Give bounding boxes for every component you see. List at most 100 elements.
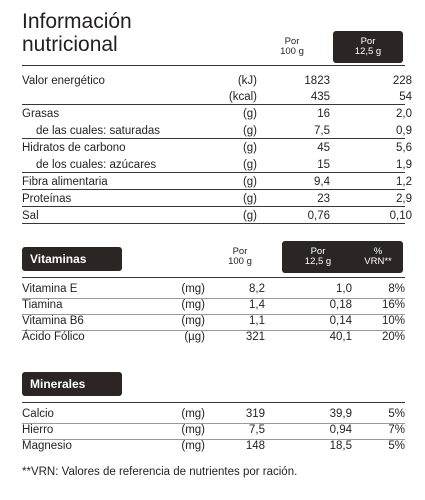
row-label: Vitamina E <box>22 283 78 295</box>
row-per100: 435 <box>310 91 330 103</box>
row-serving: 2,0 <box>396 108 412 120</box>
row-unit: (mg) <box>181 440 205 452</box>
divider <box>22 423 405 424</box>
row-serving: 0,94 <box>329 424 352 436</box>
table-row: (kcal) 435 54 <box>22 89 412 106</box>
row-label: de las cuales: saturadas <box>36 125 161 137</box>
row-serving: 5,6 <box>396 142 412 154</box>
row-serving: 0,9 <box>396 125 412 137</box>
row-vrn: 5% <box>388 408 405 420</box>
row-unit: (g) <box>242 142 257 154</box>
table-row: Magnesio (mg) 148 18,5 5% <box>22 438 405 455</box>
row-label: Grasas <box>22 108 60 120</box>
row-label: Hidratos de carbono <box>22 142 126 154</box>
row-serving: 18,5 <box>329 440 352 452</box>
row-label: Calcio <box>22 408 54 420</box>
row-per100: 1,4 <box>249 299 265 311</box>
row-serving: 1,9 <box>396 159 412 171</box>
row-unit: (kcal) <box>228 91 257 103</box>
table-row: Grasas (g) 16 2,0 <box>22 106 412 123</box>
row-label: Valor energético <box>22 75 105 87</box>
row-unit: (mg) <box>181 408 205 420</box>
row-serving: 1,0 <box>336 283 352 295</box>
vit-col-per100-line1: Por <box>232 246 248 257</box>
divider <box>22 330 405 331</box>
row-per100: 15 <box>317 159 330 171</box>
row-vrn: 16% <box>381 299 405 311</box>
row-unit: (g) <box>242 125 257 137</box>
row-serving: 54 <box>399 91 412 103</box>
row-label: Vitamina B6 <box>22 315 84 327</box>
table-row: Tiamina (mg) 1,4 0,18 16% <box>22 297 405 314</box>
table-row: de los cuales: azúcares (g) 15 1,9 <box>22 157 412 174</box>
row-label: de los cuales: azúcares <box>36 159 157 171</box>
divider <box>22 298 405 299</box>
row-unit: (g) <box>242 210 257 222</box>
vit-col-vrn: % VRN** <box>358 247 398 267</box>
row-per100: 0,76 <box>307 210 330 222</box>
divider <box>22 277 405 278</box>
row-per100: 1823 <box>304 75 330 87</box>
vit-col-serving: Por 12,5 g <box>298 247 338 267</box>
divider <box>22 189 405 190</box>
row-per100: 321 <box>245 331 265 343</box>
row-label: Fibra alimentaria <box>22 176 108 188</box>
table-row: Valor energético (kJ) 1823 228 <box>22 73 412 90</box>
table-row: Proteínas (g) 23 2,9 <box>22 191 412 208</box>
vit-col-serving-line2: 12,5 g <box>304 256 332 267</box>
divider <box>22 138 405 139</box>
vit-col-per100-line2: 100 g <box>228 256 252 267</box>
row-unit: (g) <box>242 108 257 120</box>
row-serving: 40,1 <box>329 331 352 343</box>
vit-col-header-per100: Por 100 g <box>220 247 260 267</box>
row-unit: (g) <box>242 159 257 171</box>
divider <box>22 172 405 173</box>
col-header-serving-line2: 12,5 g <box>354 46 382 57</box>
row-per100: 16 <box>317 108 330 120</box>
col-header-per100-line2: 100 g <box>280 46 304 57</box>
table-row: Vitamina E (mg) 8,2 1,0 8% <box>22 281 405 298</box>
divider <box>22 439 405 440</box>
row-per100: 7,5 <box>249 424 265 436</box>
col-header-serving: Por 12,5 g <box>333 31 403 63</box>
divider <box>22 223 405 224</box>
row-unit: (mg) <box>181 283 205 295</box>
row-label: Sal <box>22 210 39 222</box>
divider <box>22 206 405 207</box>
row-unit: (µg) <box>184 331 205 343</box>
row-serving: 0,10 <box>389 210 412 222</box>
col-header-serving-line1: Por <box>360 36 376 47</box>
row-per100: 7,5 <box>314 125 330 137</box>
vit-col-serving-line1: Por <box>310 246 326 257</box>
row-label: Tiamina <box>22 299 63 311</box>
row-vrn: 7% <box>388 424 405 436</box>
row-unit: (g) <box>242 193 257 205</box>
row-unit: (mg) <box>181 299 205 311</box>
vit-col-vrn-line2: VRN** <box>364 256 392 267</box>
row-label: Magnesio <box>22 440 72 452</box>
row-label: Ácido Fólico <box>22 331 85 343</box>
divider <box>22 402 405 403</box>
divider <box>22 65 405 66</box>
footnote: **VRN: Valores de referencia de nutrient… <box>22 466 298 478</box>
row-per100: 23 <box>317 193 330 205</box>
row-serving: 0,18 <box>329 299 352 311</box>
minerals-label-text: Minerales <box>30 377 86 391</box>
nutrition-title: Información nutricional <box>22 10 132 56</box>
minerals-section-label: Minerales <box>22 372 122 396</box>
row-per100: 1,1 <box>249 315 265 327</box>
row-serving: 2,9 <box>396 193 412 205</box>
table-row: Hierro (mg) 7,5 0,94 7% <box>22 422 405 439</box>
table-row: Fibra alimentaria (g) 9,4 1,2 <box>22 174 412 191</box>
table-row: de las cuales: saturadas (g) 7,5 0,9 <box>22 123 412 140</box>
row-serving: 228 <box>392 75 412 87</box>
table-row: Hidratos de carbono (g) 45 5,6 <box>22 140 412 157</box>
table-row: Ácido Fólico (µg) 321 40,1 20% <box>22 329 405 346</box>
row-unit: (kJ) <box>237 75 257 87</box>
row-per100: 148 <box>245 440 265 452</box>
row-per100: 319 <box>245 408 265 420</box>
row-vrn: 10% <box>381 315 405 327</box>
vit-col-vrn-line1: % <box>373 246 383 257</box>
title-line-2: nutricional <box>22 33 118 56</box>
vitamins-label-text: Vitaminas <box>30 252 87 266</box>
